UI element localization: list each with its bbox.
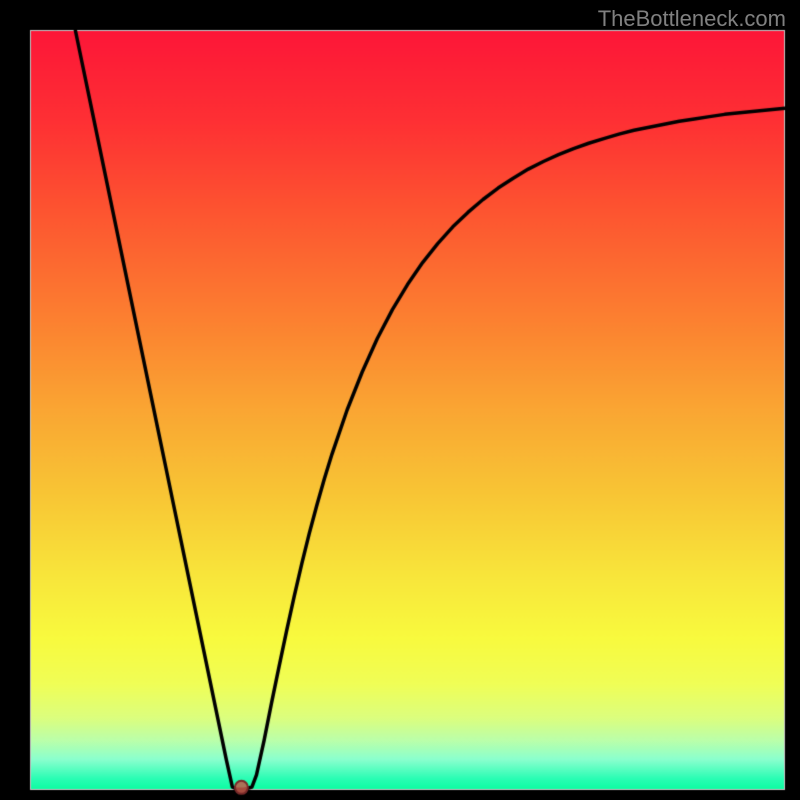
bottleneck-chart bbox=[0, 0, 800, 800]
watermark-text: TheBottleneck.com bbox=[598, 6, 786, 32]
